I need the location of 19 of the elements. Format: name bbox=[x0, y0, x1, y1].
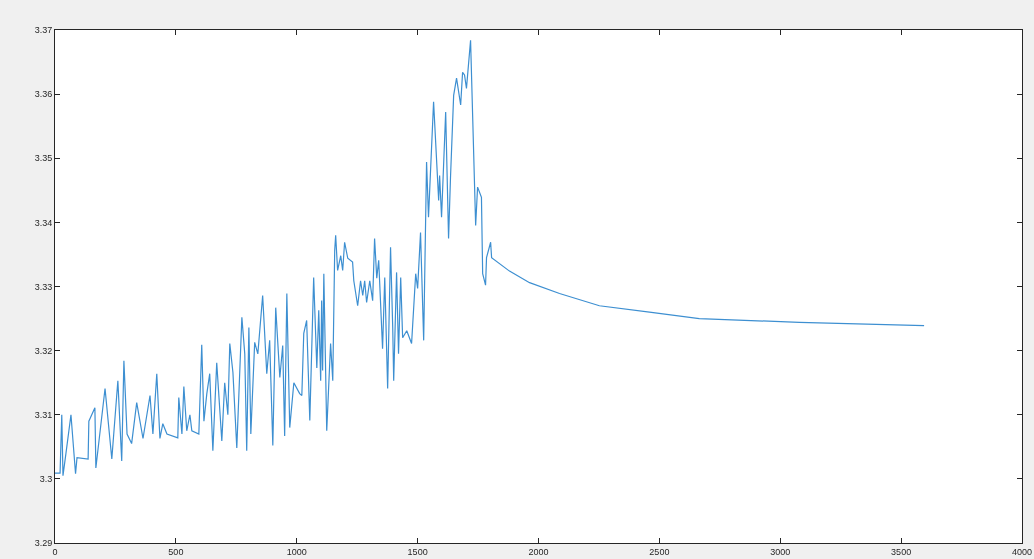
line-series bbox=[55, 39, 925, 477]
x-tick-label: 3500 bbox=[891, 546, 912, 557]
y-tick-label: 3.3 bbox=[39, 474, 53, 485]
x-tick-label: 0 bbox=[52, 546, 58, 557]
x-tick-label: 2000 bbox=[528, 546, 549, 557]
y-tick-label: 3.33 bbox=[34, 281, 53, 292]
x-tick-label: 500 bbox=[168, 546, 184, 557]
y-tick-label: 3.35 bbox=[34, 153, 53, 164]
x-tick-label: 4000 bbox=[1011, 546, 1033, 557]
y-tick-label: 3.34 bbox=[34, 217, 53, 228]
x-tick-label: 1500 bbox=[407, 546, 428, 557]
y-tick-label: 3.31 bbox=[34, 409, 53, 420]
y-tick-label: 3.36 bbox=[34, 89, 53, 100]
x-tick-label: 2500 bbox=[649, 546, 670, 557]
y-tick-label: 3.37 bbox=[34, 25, 53, 36]
y-tick-label: 3.29 bbox=[34, 538, 53, 549]
x-tick-label: 3000 bbox=[770, 546, 791, 557]
x-tick-label: 1000 bbox=[286, 546, 307, 557]
y-tick-label: 3.32 bbox=[34, 345, 53, 356]
